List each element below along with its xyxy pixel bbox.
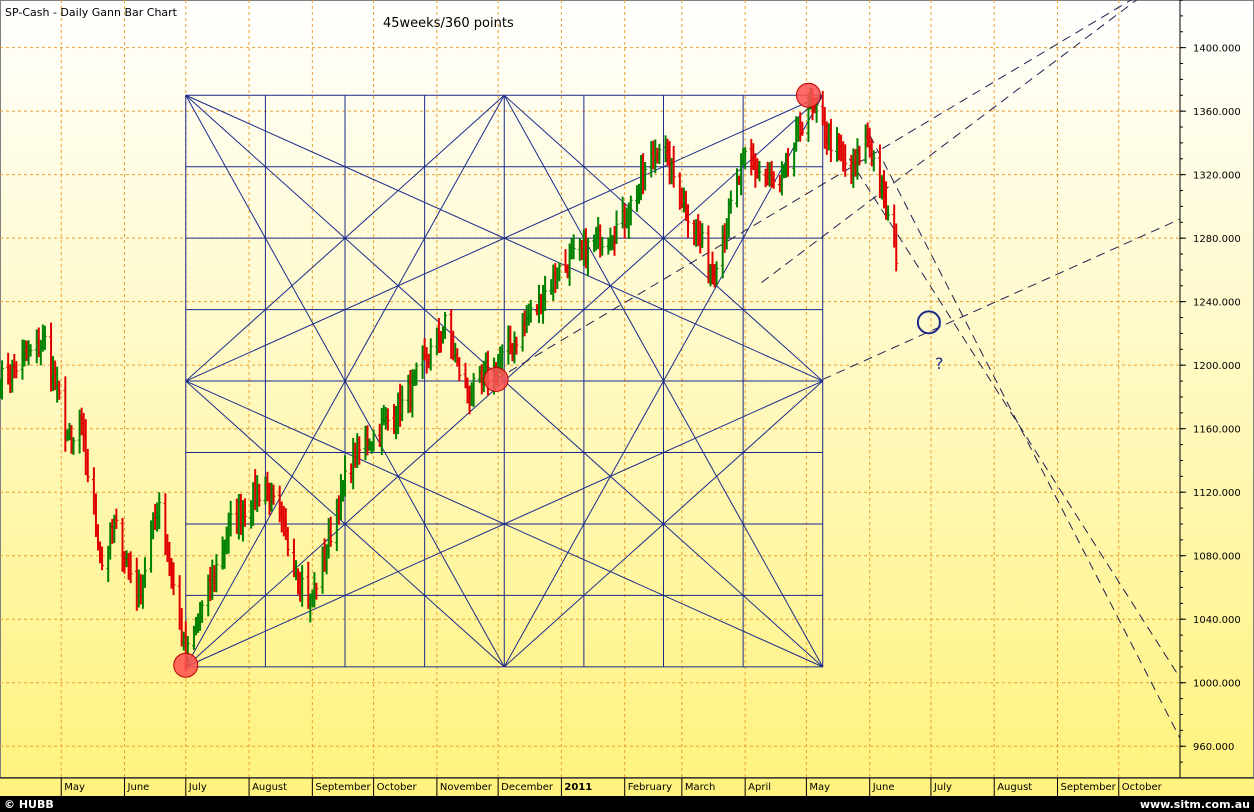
- projection-line: [761, 0, 1138, 284]
- y-tick-label: 1040.000: [1193, 615, 1241, 626]
- gann-angle-line: [185, 380, 823, 668]
- chart-title: SP-Cash - Daily Gann Bar Chart: [5, 6, 178, 19]
- y-tick-label: 1120.000: [1193, 488, 1241, 499]
- footer-bar: [0, 796, 1254, 812]
- question-mark: ?: [935, 354, 944, 373]
- x-tick-label: October: [1122, 782, 1163, 793]
- x-tick-label: September: [315, 782, 371, 793]
- gann-angle-line: [185, 94, 505, 382]
- x-tick-label: July: [933, 782, 952, 793]
- gann-box: [185, 94, 824, 668]
- y-tick-label: 1280.000: [1193, 234, 1241, 245]
- x-tick-label: September: [1061, 782, 1117, 793]
- x-tick-label: August: [252, 782, 287, 793]
- y-tick-label: 1000.000: [1193, 679, 1241, 690]
- grid: [0, 0, 1180, 778]
- x-tick-label: June: [127, 782, 150, 793]
- pivot-markers: [173, 82, 941, 678]
- x-tick-label: March: [685, 782, 715, 793]
- projection-line: [495, 0, 1132, 380]
- y-tick-label: 1400.000: [1193, 44, 1241, 55]
- pivot-marker: [173, 652, 199, 678]
- projection-line: [822, 218, 1181, 380]
- y-tick-label: 1080.000: [1193, 552, 1241, 563]
- x-tick-label: July: [188, 782, 207, 793]
- projection-line: [869, 134, 1181, 739]
- y-tick-label: 960.000: [1193, 742, 1234, 753]
- gann-angle-line: [185, 380, 505, 668]
- x-tick-label: October: [377, 782, 418, 793]
- gann-angle-line: [503, 380, 824, 668]
- price-bars: [0, 87, 899, 672]
- footer-copyright: © HUBB: [4, 798, 54, 811]
- x-tick-label: April: [748, 782, 771, 793]
- projection-line: [848, 158, 1181, 679]
- gann-angle-line: [503, 94, 824, 382]
- footer-url: www.sitm.com.au: [1140, 798, 1250, 811]
- gann-angle-line: [185, 95, 505, 668]
- x-tick-label: 2011: [564, 782, 592, 793]
- x-tick-label: May: [809, 782, 830, 793]
- y-tick-label: 1360.000: [1193, 107, 1241, 118]
- x-tick-label: November: [440, 782, 493, 793]
- x-axis: May June July August September October Novembe…: [0, 777, 1254, 796]
- y-tick-label: 1160.000: [1193, 425, 1241, 436]
- pivot-marker: [795, 82, 821, 108]
- y-tick-label: 1320.000: [1193, 171, 1241, 182]
- x-tick-label: August: [997, 782, 1032, 793]
- y-axis: 960.000 1000.000 1040.000 1080.000 1120.000 1…: [1179, 0, 1241, 779]
- gann-angle-line: [185, 94, 823, 382]
- chart-subtitle: 45weeks/360 points: [383, 16, 514, 31]
- x-tick-label: May: [64, 782, 85, 793]
- projection-lines: [495, 0, 1181, 739]
- gann-angle-line: [503, 95, 824, 668]
- x-tick-label: February: [628, 782, 672, 793]
- x-tick-label: June: [872, 782, 895, 793]
- y-tick-label: 1240.000: [1193, 298, 1241, 309]
- target-circle: [916, 310, 941, 335]
- pivot-marker: [483, 366, 509, 392]
- y-tick-label: 1200.000: [1193, 361, 1241, 372]
- x-tick-label: December: [501, 782, 554, 793]
